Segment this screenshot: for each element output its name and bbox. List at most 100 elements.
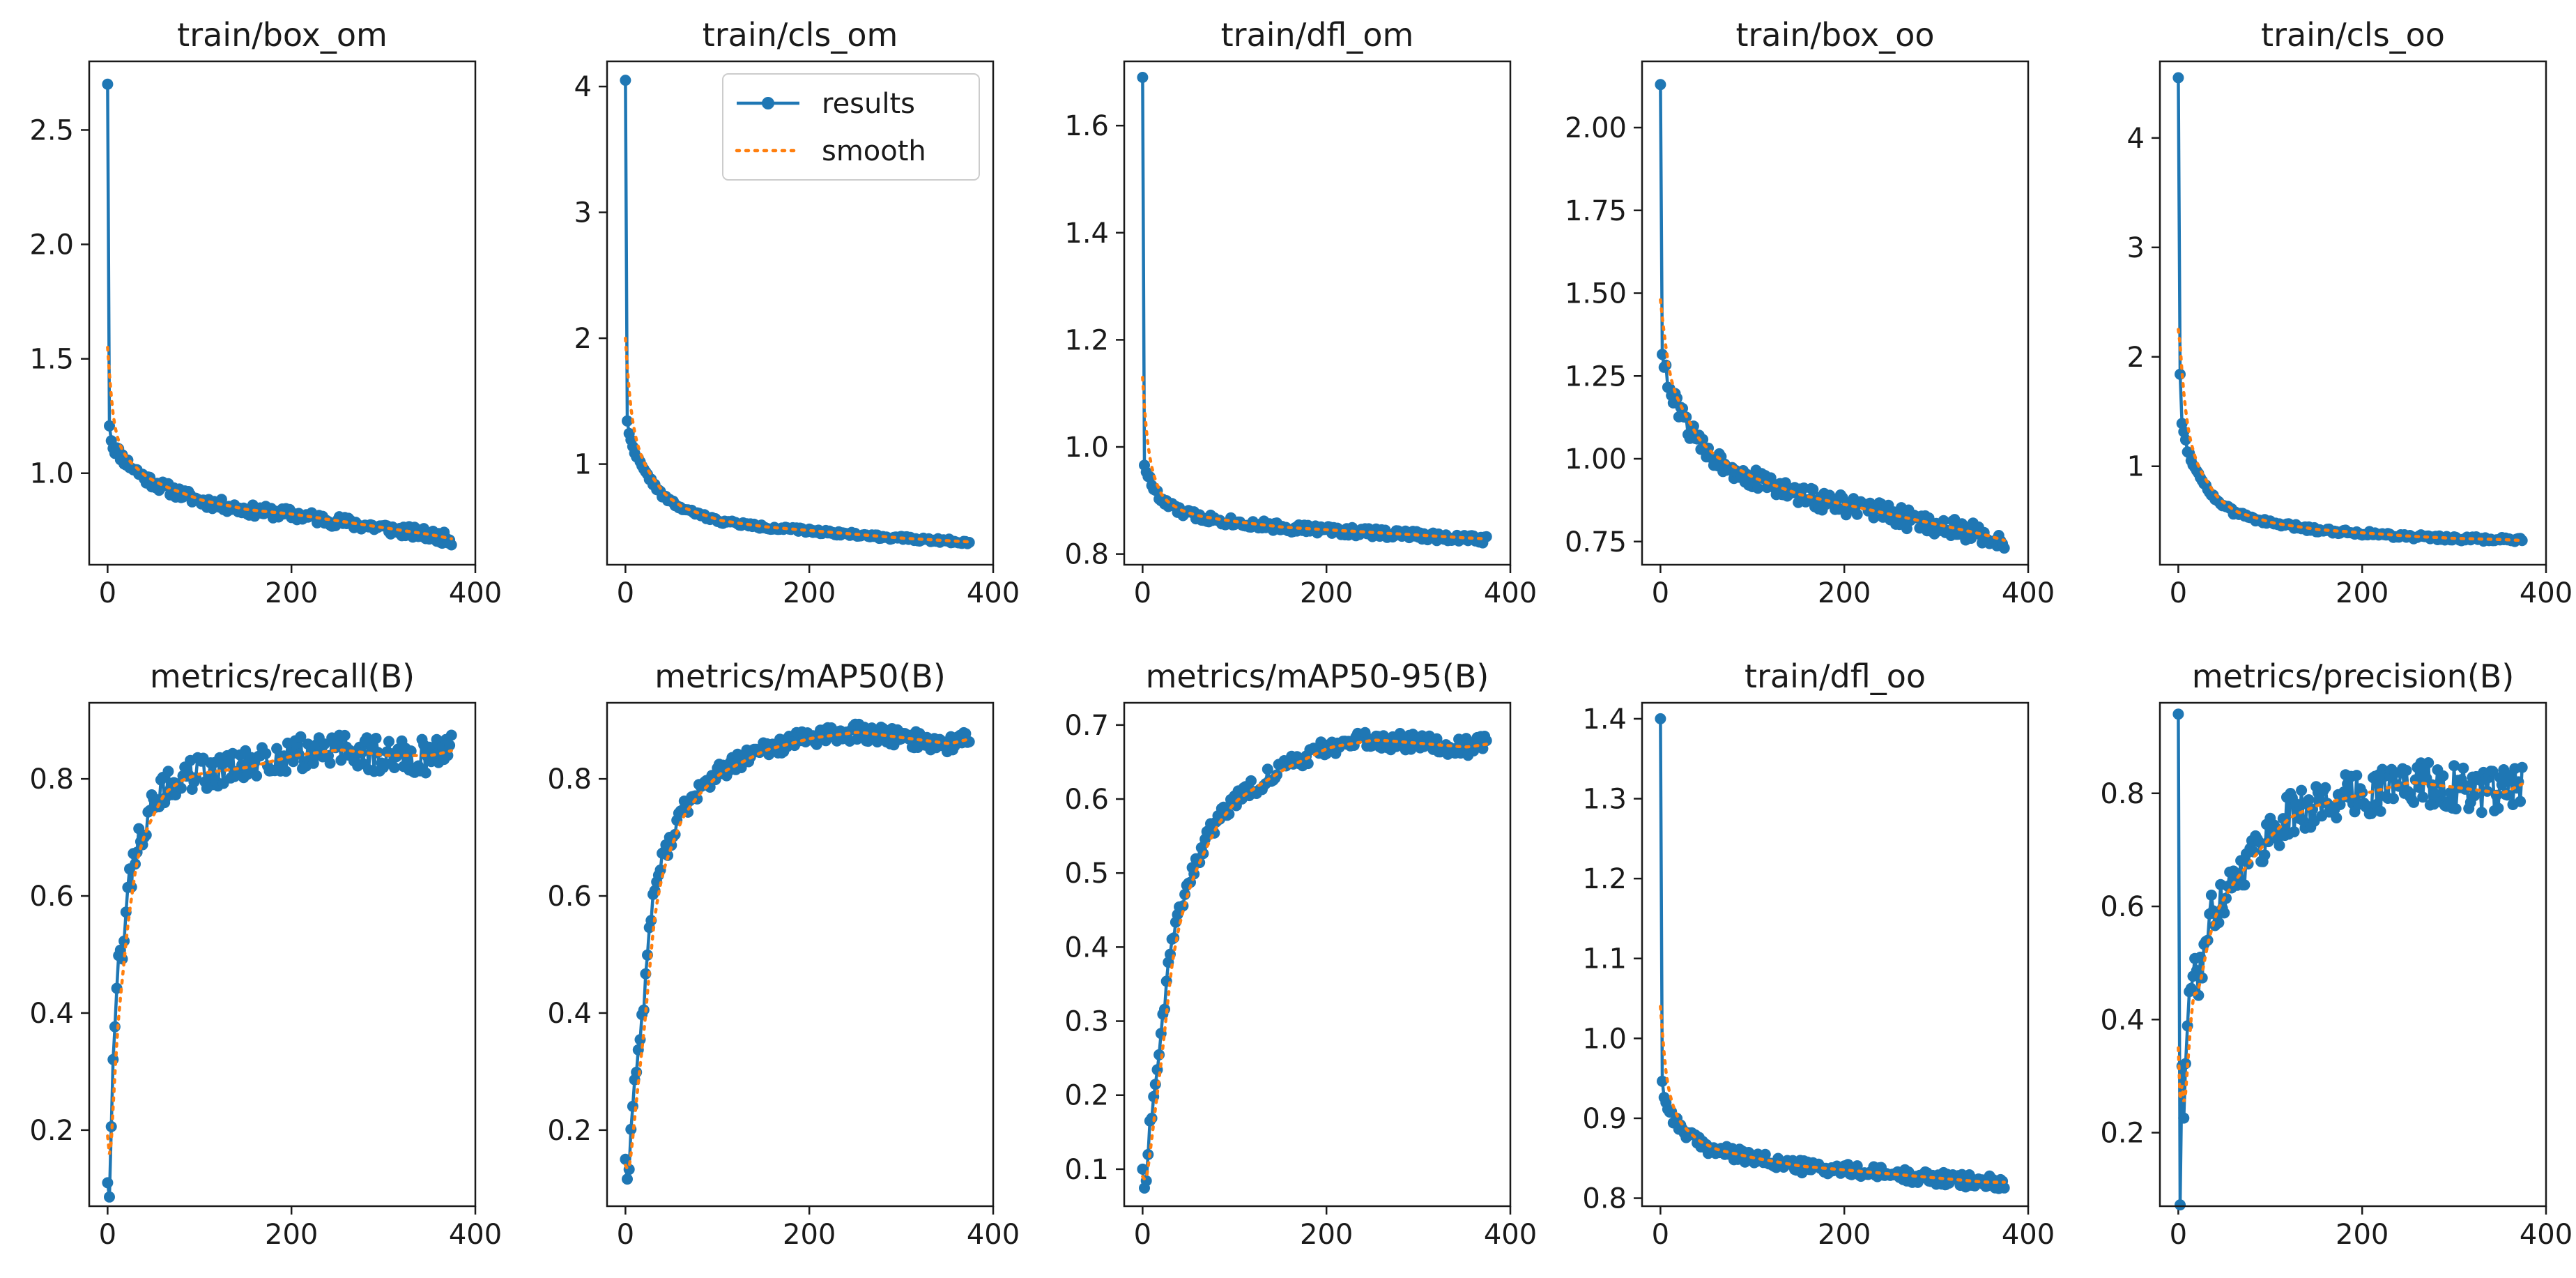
results-point bbox=[102, 1177, 114, 1189]
results-series-line bbox=[1141, 77, 1487, 545]
x-tick-label: 0 bbox=[1134, 1219, 1151, 1251]
results-point bbox=[2408, 796, 2420, 808]
results-series-line bbox=[2177, 77, 2524, 543]
results-point bbox=[2213, 917, 2225, 929]
results-point bbox=[1655, 79, 1666, 91]
y-tick-label: 0.4 bbox=[547, 998, 592, 1030]
y-tick-label: 3 bbox=[2127, 232, 2145, 264]
subplot: train/box_oo 0 200 400 0.75 1.00 1.25 1.50 1.75 2… bbox=[1565, 16, 2055, 609]
results-point bbox=[114, 944, 126, 956]
results-point bbox=[444, 740, 456, 751]
y-tick-label: 0.2 bbox=[547, 1115, 592, 1147]
results-point bbox=[1137, 72, 1149, 83]
results-point bbox=[2179, 434, 2191, 446]
results-series-line bbox=[624, 722, 970, 1181]
results-point bbox=[1697, 434, 1709, 446]
results-point bbox=[1177, 900, 1189, 912]
results-point bbox=[405, 745, 417, 757]
x-tick-label: 0 bbox=[1652, 577, 1669, 609]
results-markers bbox=[1137, 727, 1492, 1194]
x-tick-label: 0 bbox=[2170, 1219, 2187, 1251]
y-tick-label: 1.1 bbox=[1582, 943, 1627, 975]
results-point bbox=[2450, 803, 2462, 815]
x-tick-label: 400 bbox=[449, 577, 502, 609]
subplot-title: train/dfl_oo bbox=[1745, 657, 1926, 695]
results-point bbox=[133, 823, 145, 835]
legend: results smooth bbox=[722, 73, 980, 181]
results-markers bbox=[2172, 708, 2528, 1211]
plot-frame bbox=[1641, 60, 2030, 566]
results-point bbox=[963, 736, 975, 747]
y-tick-label: 0.5 bbox=[1064, 858, 1109, 890]
x-tick-label: 0 bbox=[617, 577, 634, 609]
results-point bbox=[963, 537, 975, 548]
results-point bbox=[2388, 793, 2399, 805]
results-point bbox=[2437, 770, 2449, 782]
subplot: metrics/mAP50-95(B) 0 200 400 0.1 0.2 0.3 0.4 0.… bbox=[1064, 657, 1537, 1251]
x-tick-label: 0 bbox=[2170, 577, 2187, 609]
results-point bbox=[2172, 708, 2184, 720]
y-tick-label: 0.8 bbox=[547, 763, 592, 796]
results-point bbox=[2516, 535, 2528, 547]
results-point bbox=[620, 1153, 631, 1165]
y-tick-label: 1.6 bbox=[1064, 110, 1109, 142]
results-point bbox=[2303, 794, 2315, 806]
x-tick-label: 400 bbox=[2002, 1219, 2055, 1251]
results-point bbox=[1262, 763, 1273, 775]
y-tick-label: 0.2 bbox=[2100, 1118, 2145, 1150]
y-tick-label: 2.5 bbox=[29, 114, 74, 146]
x-tick-label: 200 bbox=[2336, 1219, 2389, 1251]
results-point bbox=[2239, 879, 2251, 891]
smooth-series-line bbox=[1141, 738, 1488, 1182]
y-tick-label: 0.6 bbox=[1064, 784, 1109, 816]
subplot-title: metrics/precision(B) bbox=[2192, 657, 2515, 695]
results-series-line bbox=[106, 84, 453, 546]
x-tick-label: 0 bbox=[617, 1219, 634, 1251]
results-markers bbox=[1655, 713, 2010, 1194]
results-markers bbox=[102, 78, 457, 551]
subplot: train/cls_om 0 200 400 1 2 3 4 results smooth bbox=[574, 16, 1020, 609]
results-point bbox=[260, 747, 272, 759]
smooth-series-line bbox=[2177, 328, 2524, 542]
x-tick-label: 400 bbox=[967, 577, 1020, 609]
results-markers bbox=[1137, 72, 1492, 549]
y-tick-label: 0.75 bbox=[1565, 526, 1627, 558]
results-point bbox=[2469, 790, 2481, 802]
x-tick-label: 400 bbox=[2520, 577, 2573, 609]
plot-frame bbox=[2159, 60, 2547, 566]
y-tick-label: 1.2 bbox=[1582, 863, 1627, 895]
results-markers bbox=[620, 718, 975, 1185]
y-tick-label: 0.8 bbox=[1064, 539, 1109, 571]
results-point bbox=[324, 757, 336, 769]
results-point bbox=[445, 539, 457, 551]
y-tick-label: 1.2 bbox=[1064, 324, 1109, 356]
results-point bbox=[2205, 889, 2217, 901]
results-point bbox=[2458, 762, 2469, 774]
plot-frame bbox=[1641, 701, 2030, 1208]
results-point bbox=[2516, 761, 2528, 773]
results-point bbox=[280, 766, 292, 777]
results-point bbox=[295, 731, 307, 743]
y-tick-label: 1.75 bbox=[1565, 195, 1627, 227]
x-tick-label: 400 bbox=[2002, 577, 2055, 609]
results-point bbox=[1998, 542, 2010, 554]
legend-smooth-label: smooth bbox=[822, 135, 926, 167]
subplot: train/dfl_oo 0 200 400 0.8 0.9 1.0 1.1 1.2 1.3 1.4 bbox=[1582, 657, 2055, 1251]
y-tick-label: 0.4 bbox=[2100, 1004, 2145, 1036]
results-point bbox=[622, 1173, 633, 1185]
y-tick-label: 3 bbox=[574, 197, 592, 229]
y-tick-label: 1.4 bbox=[1064, 218, 1109, 250]
results-point bbox=[2366, 807, 2377, 819]
legend-box bbox=[722, 73, 980, 181]
results-point bbox=[420, 767, 431, 779]
x-tick-label: 200 bbox=[1818, 577, 1871, 609]
results-series-line bbox=[1141, 731, 1488, 1190]
y-tick-label: 0.4 bbox=[1064, 931, 1109, 964]
y-tick-label: 2 bbox=[574, 323, 592, 355]
results-point bbox=[1142, 1148, 1154, 1160]
results-point bbox=[2218, 907, 2230, 919]
results-markers bbox=[1655, 79, 2010, 554]
results-point bbox=[1901, 523, 1912, 535]
y-tick-label: 0.6 bbox=[29, 881, 74, 913]
smooth-series-line bbox=[624, 731, 971, 1171]
